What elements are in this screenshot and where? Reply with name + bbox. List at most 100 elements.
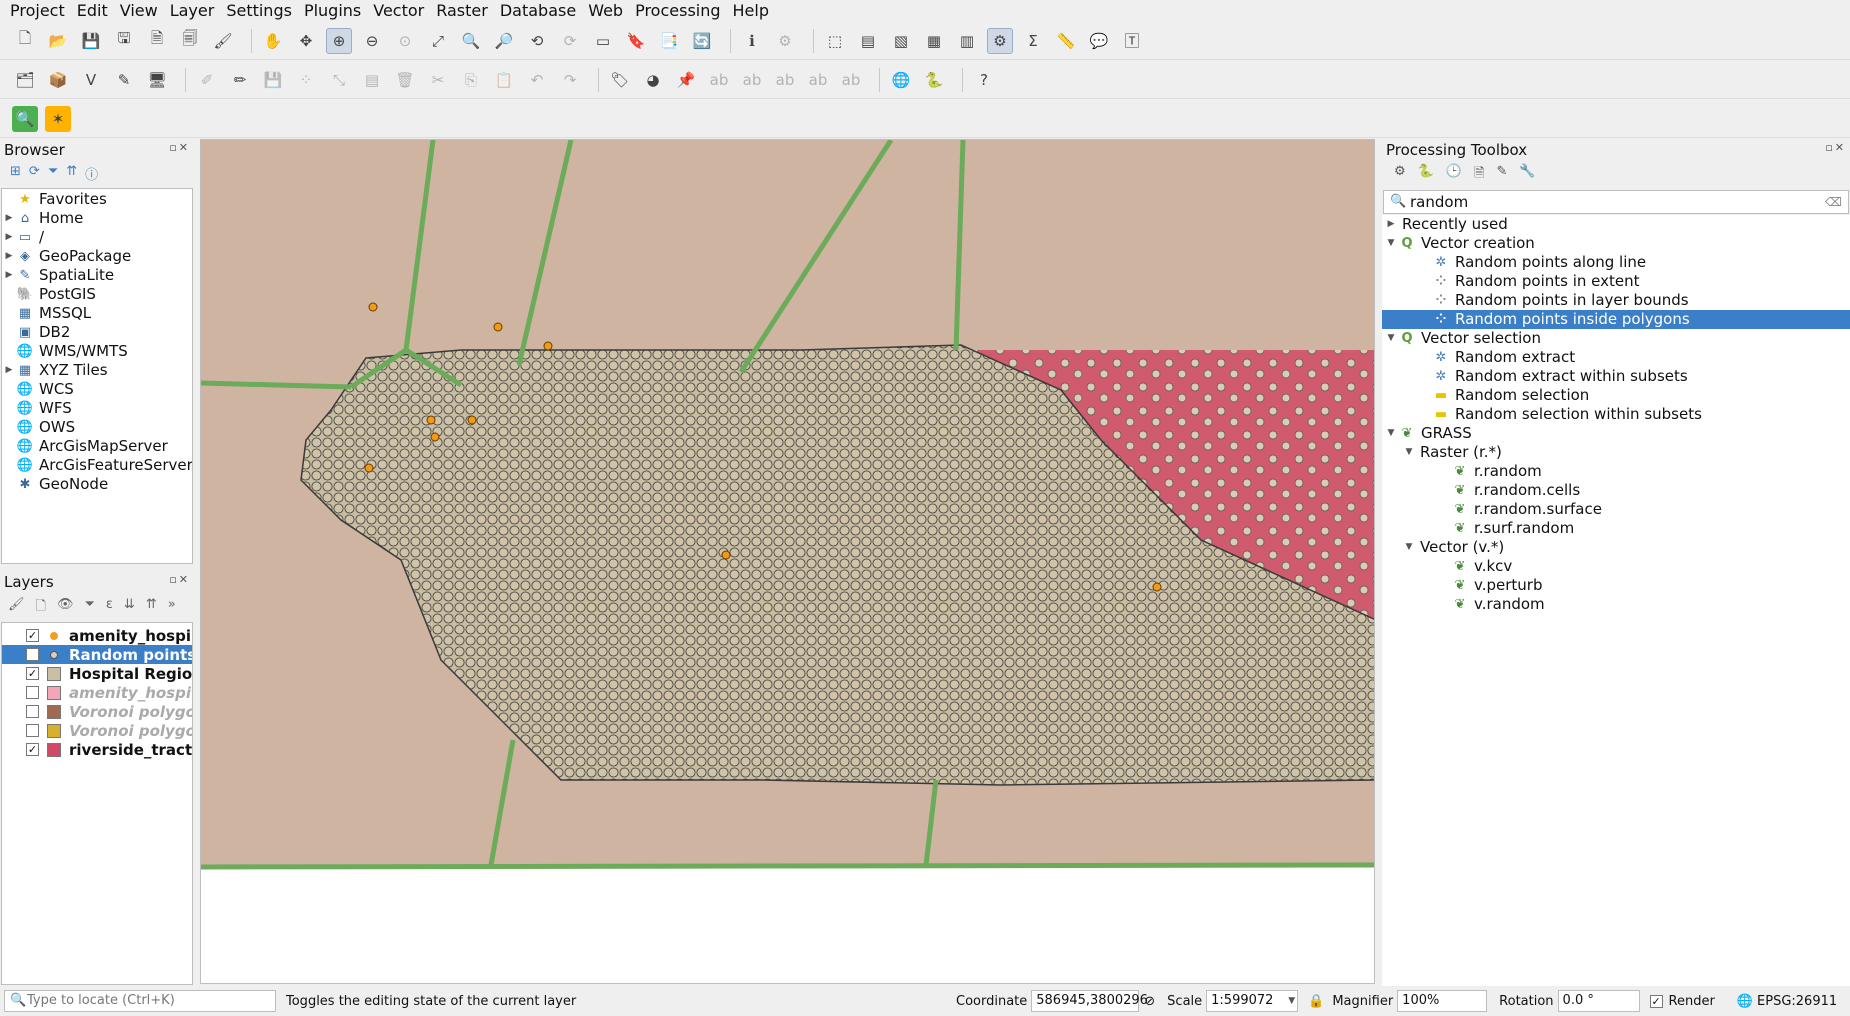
toolbox-item-raster-r[interactable]: ▼ Raster (r.*): [1382, 443, 1850, 462]
browser-item-wms-wmts[interactable]: 🌐 WMS/WMTS: [2, 342, 192, 361]
toolbox-item-v-random[interactable]: ❦ v.random: [1382, 595, 1850, 614]
new-vector-layer-icon[interactable]: V: [85, 70, 97, 89]
copy-icon[interactable]: ⎘: [464, 70, 477, 89]
toolbox-item-recently-used[interactable]: ▶ Recently used: [1382, 215, 1850, 234]
delete-selected-icon[interactable]: 🗑: [395, 70, 415, 89]
toolbox-item-random-points-along-line[interactable]: ✲ Random points along line: [1382, 253, 1850, 272]
browser-item-wfs[interactable]: 🌐 WFS: [2, 399, 192, 418]
layer-symbol-icon[interactable]: [47, 666, 61, 681]
layer-symbol-icon[interactable]: [50, 631, 58, 640]
paste-icon[interactable]: 📋: [494, 70, 514, 89]
menu-web[interactable]: Web: [588, 1, 624, 20]
layer-row[interactable]: ✓ Random points: [2, 645, 192, 664]
filter-icon[interactable]: ⏷: [47, 164, 59, 179]
zoom-layer-icon[interactable]: 🔎: [494, 31, 514, 50]
layer-visibility-checkbox[interactable]: ✓: [26, 629, 39, 642]
toolbox-item-random-selection[interactable]: ▬ Random selection: [1382, 386, 1850, 405]
browser-item-ows[interactable]: 🌐 OWS: [2, 418, 192, 437]
panel-float-close-icon[interactable]: ▫✕: [169, 573, 190, 586]
map-tips-icon[interactable]: 💬: [1089, 31, 1109, 50]
python-console-icon[interactable]: 🐍: [924, 70, 944, 89]
menu-layer[interactable]: Layer: [169, 1, 215, 20]
crs-icon[interactable]: 🌐: [1736, 993, 1754, 1009]
zoom-native-icon[interactable]: ⊙: [398, 31, 412, 50]
layer-row[interactable]: amenity_hospit: [2, 683, 192, 702]
more-icon[interactable]: »: [167, 597, 176, 612]
toolbox-item-r-random-cells[interactable]: ❦ r.random.cells: [1382, 481, 1850, 500]
menu-processing[interactable]: Processing: [635, 1, 721, 20]
current-edits-icon[interactable]: ✐: [200, 70, 214, 89]
layer-row[interactable]: Voronoi polygo: [2, 702, 192, 721]
crs-label[interactable]: EPSG:26911: [1757, 993, 1838, 1009]
menu-database[interactable]: Database: [499, 1, 577, 20]
scale-field[interactable]: 1:599072 ▼: [1206, 990, 1299, 1012]
redo-icon[interactable]: ↷: [563, 70, 577, 89]
browser-item-[interactable]: ▶ ▭ /: [2, 228, 192, 247]
menu-edit[interactable]: Edit: [76, 1, 108, 20]
modify-attributes-icon[interactable]: ▤: [364, 70, 380, 89]
filter-expression-icon[interactable]: ε: [105, 597, 113, 612]
data-source-manager-icon[interactable]: 🗂: [15, 70, 35, 89]
new-bookmark-icon[interactable]: 🔖: [626, 31, 646, 50]
clear-search-icon[interactable]: ⌫: [1825, 195, 1842, 209]
deselect-icon[interactable]: ▧: [893, 31, 909, 50]
toolbox-item-vector-selection[interactable]: ▼ Q Vector selection: [1382, 329, 1850, 348]
scripts-icon[interactable]: 🐍: [1417, 164, 1434, 179]
attribute-table-icon[interactable]: ▦: [926, 31, 942, 50]
zoom-last-icon[interactable]: ⟲: [530, 31, 544, 50]
pin-labels-icon[interactable]: 📌: [676, 70, 696, 89]
rotate-label-icon[interactable]: ab: [775, 70, 795, 89]
zoom-full-icon[interactable]: ⤢: [431, 31, 444, 50]
layer-style-icon[interactable]: 🖌: [8, 597, 25, 612]
browser-item-home[interactable]: ▶ ⌂ Home: [2, 209, 192, 228]
save-project-icon[interactable]: 💾: [81, 31, 101, 50]
panel-float-close-icon[interactable]: ▫✕: [169, 141, 190, 154]
menu-project[interactable]: Project: [10, 1, 65, 20]
new-map-view-icon[interactable]: ▭: [595, 31, 611, 50]
menu-plugins[interactable]: Plugins: [303, 1, 362, 20]
browser-item-favorites[interactable]: ★ Favorites: [2, 190, 192, 209]
pan-to-selection-icon[interactable]: ✥: [299, 31, 313, 50]
menu-settings[interactable]: Settings: [226, 1, 292, 20]
magnifier-field[interactable]: 100%: [1397, 990, 1488, 1012]
diagram-icon[interactable]: ◕: [646, 70, 660, 89]
zoom-in-icon[interactable]: ⊕: [326, 27, 352, 54]
layer-visibility-checkbox[interactable]: ✓: [26, 667, 39, 680]
render-checkbox[interactable]: ✓: [1649, 994, 1663, 1008]
locator-input[interactable]: 🔍 Type to locate (Ctrl+K): [4, 990, 276, 1012]
lock-scale-icon[interactable]: 🔒: [1308, 993, 1325, 1009]
undo-icon[interactable]: ↶: [530, 70, 544, 89]
layer-symbol-icon[interactable]: [47, 685, 61, 700]
map-canvas[interactable]: [200, 139, 1375, 984]
toolbox-item-r-random[interactable]: ❦ r.random: [1382, 462, 1850, 481]
toolbox-item-v-perturb[interactable]: ❦ v.perturb: [1382, 576, 1850, 595]
label-icon[interactable]: 🏷: [610, 70, 630, 89]
browser-item-spatialite[interactable]: ▶ ✎ SpatiaLite: [2, 266, 192, 285]
expand-arrow-icon[interactable]: ▶: [5, 270, 13, 280]
layer-row[interactable]: ✓ riverside_tracts: [2, 740, 192, 759]
browser-item-postgis[interactable]: 🐘 PostGIS: [2, 285, 192, 304]
processing-toolbox-icon[interactable]: ⚙: [987, 27, 1013, 54]
new-virtual-layer-icon[interactable]: 🖥: [147, 70, 167, 89]
new-project-icon[interactable]: 🗋: [18, 29, 32, 47]
add-group-icon[interactable]: 🗋: [35, 599, 46, 614]
browser-item-db2[interactable]: ▣ DB2: [2, 323, 192, 342]
expand-arrow-icon[interactable]: ▶: [5, 365, 13, 375]
expand-arrow-icon[interactable]: ▼: [1387, 238, 1395, 248]
menu-help[interactable]: Help: [732, 1, 769, 20]
globe-icon[interactable]: 🌐: [891, 70, 911, 89]
layer-row[interactable]: ✓ Hospital Regions: [2, 664, 192, 683]
models-icon[interactable]: ⚙: [1394, 164, 1406, 179]
results-viewer-icon[interactable]: 🗎: [1474, 166, 1485, 181]
refresh-icon[interactable]: 🔄: [692, 31, 712, 50]
layer-visibility-checkbox[interactable]: [26, 686, 39, 699]
new-geopackage-icon[interactable]: 📦: [48, 70, 68, 89]
layer-visibility-checkbox[interactable]: ✓: [26, 743, 39, 756]
rotation-field[interactable]: 0.0 °: [1557, 990, 1640, 1012]
filter-legend-icon[interactable]: ⏷: [84, 597, 95, 612]
browser-item-mssql[interactable]: ▦ MSSQL: [2, 304, 192, 323]
digitize-icon[interactable]: ⁘: [299, 70, 313, 89]
options-icon[interactable]: 🔧: [1519, 164, 1536, 179]
collapse-all-icon[interactable]: ⇈: [66, 164, 78, 179]
pan-icon[interactable]: ✋: [263, 31, 283, 50]
